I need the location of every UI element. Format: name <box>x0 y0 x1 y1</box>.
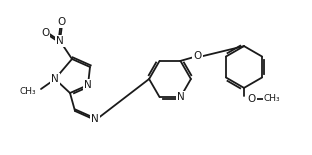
Text: O: O <box>248 94 256 104</box>
Text: CH₃: CH₃ <box>264 94 280 103</box>
Text: N: N <box>84 80 92 90</box>
Text: N: N <box>51 74 59 84</box>
Text: O: O <box>41 28 49 38</box>
Text: N: N <box>177 92 184 102</box>
Text: O: O <box>58 17 66 27</box>
Text: CH₃: CH₃ <box>19 86 36 95</box>
Text: N: N <box>91 114 99 124</box>
Text: N: N <box>56 36 64 46</box>
Text: O: O <box>193 51 202 61</box>
